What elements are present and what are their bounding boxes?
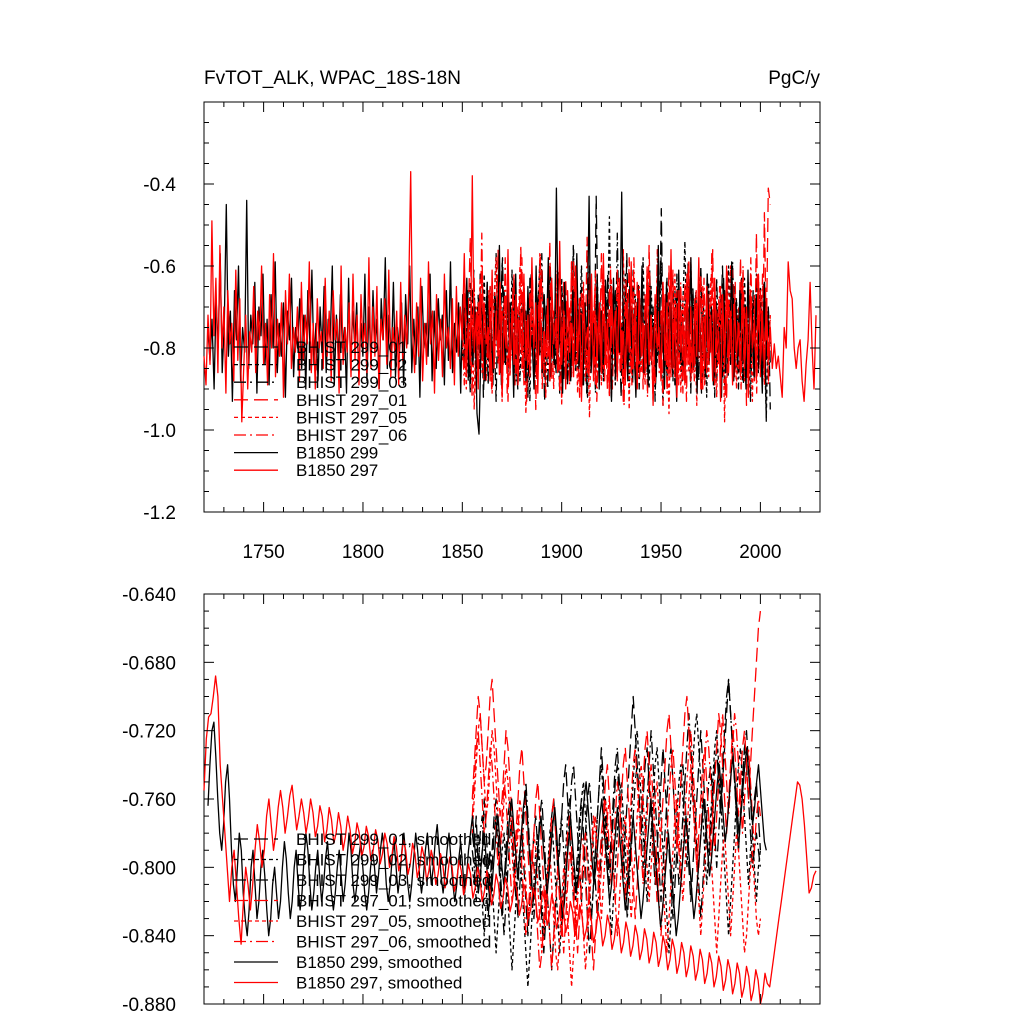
legend-label: BHIST 297_01, smoothed bbox=[296, 892, 491, 911]
y-tick-label: -0.800 bbox=[122, 858, 176, 879]
top-panel-axes: 1750 1800 1850 1900 1950 2000 -1.2 -1.0 -0.8 -0.6… bbox=[143, 101, 821, 563]
legend-label: BHIST 297_06 bbox=[296, 426, 407, 445]
legend-label: BHIST 299_03, smoothed bbox=[296, 871, 491, 890]
legend-label: B1850 297 bbox=[296, 461, 378, 480]
legend-label: BHIST 297_05 bbox=[296, 408, 407, 427]
x-tick-label: 2000 bbox=[739, 542, 781, 563]
top-panel-series bbox=[203, 171, 817, 435]
y-tick-label: -0.640 bbox=[122, 585, 176, 606]
bottom-panel-legend: BHIST 299_01, smoothed BHIST 299_02, smoo… bbox=[234, 830, 491, 993]
series-line-2 bbox=[471, 678, 762, 971]
y-tick-label: -0.680 bbox=[122, 653, 176, 674]
legend-label: B1850 299, smoothed bbox=[296, 953, 462, 972]
series-line-1 bbox=[471, 712, 762, 988]
x-tick-label: 1800 bbox=[342, 542, 384, 563]
series-line-5 bbox=[471, 712, 762, 971]
top-panel: FvTOT_ALK, WPAC_18S-18N PgC/y 1750 1800 18… bbox=[143, 68, 821, 563]
bottom-panel-series bbox=[203, 611, 817, 1005]
legend-label: B1850 297, smoothed bbox=[296, 974, 462, 993]
legend-label: BHIST 297_05, smoothed bbox=[296, 912, 491, 931]
legend-label: BHIST 297_06, smoothed bbox=[296, 933, 491, 952]
legend-label: BHIST 299_02 bbox=[296, 356, 407, 375]
bottom-panel-axes: -0.880 -0.840 -0.800 -0.760 -0.720 -0.680 -0.6… bbox=[122, 585, 821, 1016]
series-line-3 bbox=[471, 611, 762, 971]
y-tick-label: -0.760 bbox=[122, 790, 176, 811]
bottom-panel: -0.880 -0.840 -0.800 -0.760 -0.720 -0.680 -0.6… bbox=[122, 585, 821, 1016]
legend-label: BHIST 299_01, smoothed bbox=[296, 830, 491, 849]
y-tick-label: -0.880 bbox=[122, 995, 176, 1016]
series-line-7 bbox=[203, 171, 817, 423]
legend-label: BHIST 299_03 bbox=[296, 373, 407, 392]
y-tick-label: -1.2 bbox=[143, 503, 176, 524]
top-panel-units: PgC/y bbox=[768, 68, 820, 89]
x-tick-label: 1900 bbox=[541, 542, 583, 563]
top-panel-title: FvTOT_ALK, WPAC_18S-18N bbox=[204, 68, 461, 89]
y-tick-label: -0.6 bbox=[143, 257, 176, 278]
y-tick-label: -1.0 bbox=[143, 421, 176, 442]
y-tick-label: -0.4 bbox=[143, 175, 176, 196]
x-tick-label: 1750 bbox=[242, 542, 284, 563]
legend-label: BHIST 299_02, smoothed bbox=[296, 851, 491, 870]
legend-label: BHIST 299_01 bbox=[296, 338, 407, 357]
legend-label: B1850 299 bbox=[296, 444, 378, 463]
y-tick-label: -0.840 bbox=[122, 927, 176, 948]
series-line-7 bbox=[203, 675, 817, 1005]
x-tick-label: 1950 bbox=[640, 542, 682, 563]
x-tick-label: 1850 bbox=[441, 542, 483, 563]
y-tick-label: -0.8 bbox=[143, 339, 176, 360]
legend-label: BHIST 297_01 bbox=[296, 391, 407, 410]
y-tick-label: -0.720 bbox=[122, 722, 176, 743]
